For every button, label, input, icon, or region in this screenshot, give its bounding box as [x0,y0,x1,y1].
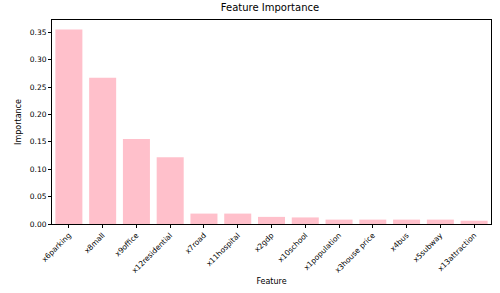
svg-text:Feature: Feature [256,277,286,286]
svg-text:x9office: x9office [113,231,141,259]
svg-text:x2gdp: x2gdp [253,231,276,254]
svg-text:0.30: 0.30 [30,55,47,64]
svg-text:x8mall: x8mall [82,231,106,255]
svg-text:0.35: 0.35 [30,28,47,37]
svg-text:x6parking: x6parking [40,231,73,264]
svg-text:0.15: 0.15 [30,137,47,146]
svg-text:x10school: x10school [276,231,309,264]
svg-text:0.05: 0.05 [30,192,47,201]
svg-text:0.25: 0.25 [30,83,47,92]
svg-text:Feature Importance: Feature Importance [221,2,319,13]
svg-text:0.20: 0.20 [30,110,47,119]
svg-text:0.10: 0.10 [30,165,47,174]
svg-text:x7road: x7road [183,231,208,256]
svg-text:x1population: x1population [302,231,343,272]
svg-text:x11hospital: x11hospital [205,231,242,268]
svg-text:x5subway: x5subway [411,231,444,264]
svg-text:x4bus: x4bus [388,231,410,253]
svg-text:0.00: 0.00 [30,220,47,229]
svg-text:Importance: Importance [14,99,23,145]
svg-text:x13attraction: x13attraction [436,231,478,273]
svg-text:x12residential: x12residential [130,231,174,275]
svg-text:x3house price: x3house price [333,231,377,275]
